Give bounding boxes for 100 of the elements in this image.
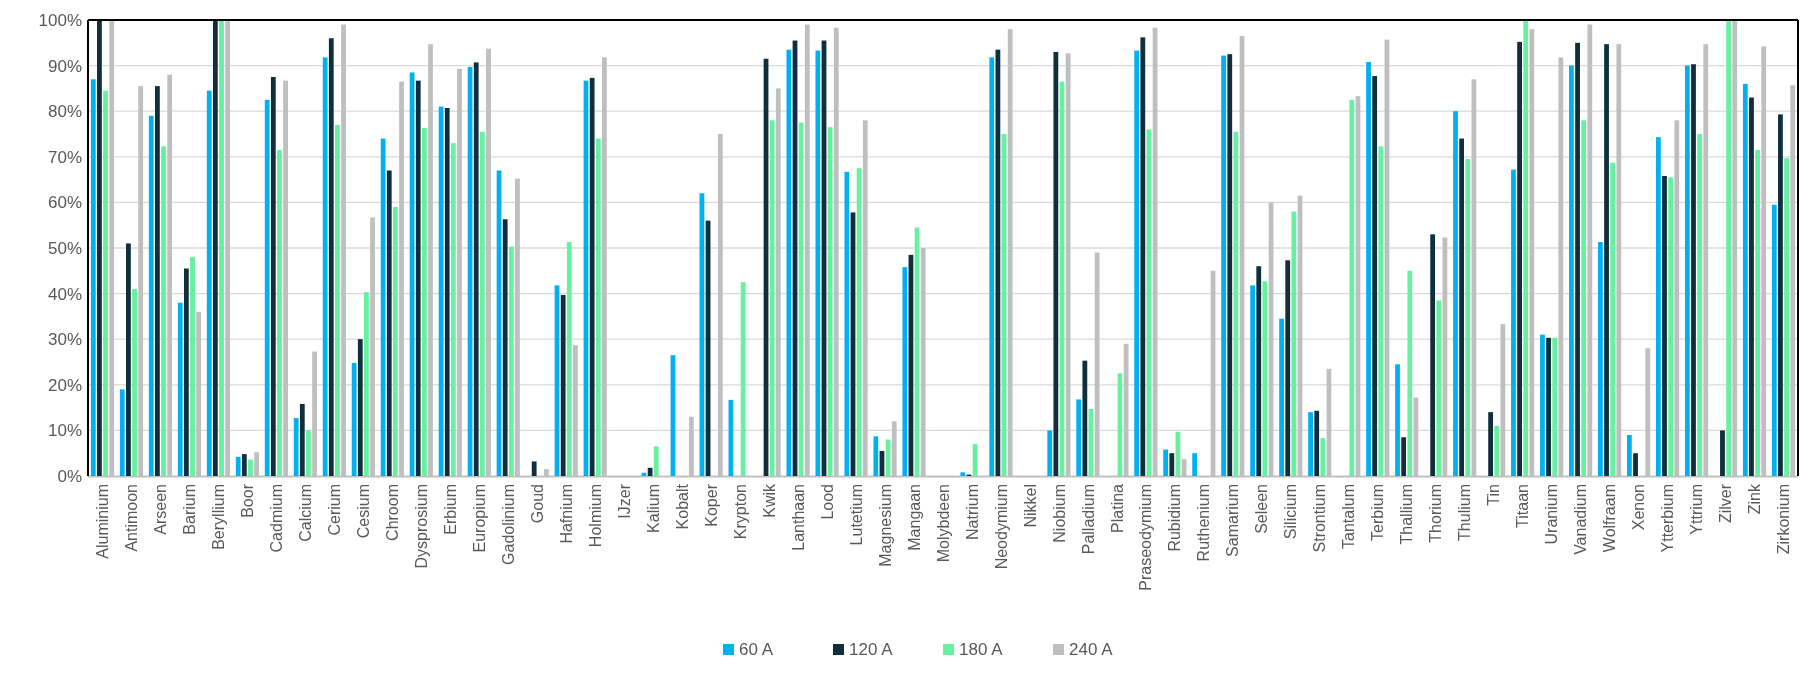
bar (357, 339, 363, 476)
bar (444, 108, 450, 476)
bar (589, 77, 595, 476)
x-tick-label: Lood (818, 484, 836, 520)
bar (415, 80, 421, 476)
bar (264, 99, 270, 476)
bar (1401, 437, 1407, 476)
x-tick-label: IJzer (615, 483, 633, 519)
bar (155, 86, 160, 476)
bar (1778, 114, 1783, 476)
bar (328, 38, 334, 476)
bar (1227, 54, 1233, 476)
bar (786, 49, 792, 476)
x-tick-label: Koper (702, 483, 720, 527)
bar (740, 282, 746, 476)
x-tick-label: Natrium (963, 484, 981, 541)
x-tick-label: Titaan (1514, 484, 1532, 528)
y-tick-label: 70% (47, 147, 82, 167)
x-tick-label: Rubidium (1166, 484, 1184, 552)
bar (1256, 266, 1262, 476)
y-tick-label: 30% (47, 330, 82, 350)
bar (393, 206, 398, 476)
bar (1633, 453, 1638, 476)
y-tick-label: 90% (47, 56, 82, 76)
bar (293, 418, 299, 476)
y-tick-label: 60% (47, 193, 82, 213)
bar (1262, 281, 1268, 476)
bar (1726, 20, 1731, 476)
bar (1047, 430, 1053, 476)
bar (1662, 175, 1667, 476)
bar (1453, 111, 1458, 476)
bar (1742, 83, 1748, 476)
bar (380, 138, 386, 476)
x-tick-label: Platina (1108, 483, 1126, 533)
legend-label: 240 A (1069, 640, 1114, 659)
bar (844, 171, 850, 476)
bar (1082, 360, 1088, 476)
bar (1552, 337, 1558, 476)
bar (1349, 99, 1355, 476)
bar (386, 170, 392, 476)
x-tick-label: Hafnium (557, 484, 575, 544)
bar (1523, 20, 1529, 476)
bar (241, 454, 247, 476)
legend-label: 60 A (739, 640, 774, 659)
x-tick-label: Calcium (296, 484, 314, 542)
bar (1540, 334, 1545, 476)
bar (97, 20, 102, 476)
bar (1395, 364, 1400, 476)
bar (1465, 159, 1471, 476)
x-tick-label: Cesium (354, 484, 372, 539)
bar (1720, 430, 1725, 476)
x-tick-label: Uranium (1543, 484, 1561, 545)
x-tick-label: Magnesium (876, 484, 894, 567)
bar (1488, 412, 1493, 476)
x-tick-label: Lutetium (847, 484, 865, 546)
bar (1436, 300, 1442, 476)
bar (1169, 453, 1175, 476)
y-tick-label: 80% (47, 102, 82, 122)
x-tick-label: Wolfraam (1601, 484, 1619, 553)
x-tick-label: Mangaan (905, 484, 923, 551)
x-tick-label: Silicium (1282, 484, 1300, 540)
bar (1627, 434, 1632, 476)
bar (183, 268, 189, 476)
bar (248, 459, 253, 476)
y-tick-label: 0% (57, 466, 82, 486)
x-tick-label: Terbium (1369, 484, 1387, 541)
bar (1459, 138, 1465, 476)
bar (815, 50, 821, 476)
bar (1314, 410, 1320, 476)
bar (1134, 50, 1140, 476)
bar (1771, 204, 1777, 476)
bar (508, 246, 514, 476)
x-tick-label: Aluminium (94, 484, 112, 559)
bar (306, 430, 311, 476)
bar (1291, 211, 1297, 476)
bar (1285, 260, 1291, 476)
bar (502, 219, 508, 476)
x-tick-label: Seleen (1253, 484, 1271, 534)
bar (560, 294, 566, 476)
bar (1163, 449, 1169, 476)
bar (1684, 65, 1690, 476)
bar (873, 436, 879, 476)
legend-label: 180 A (959, 640, 1004, 659)
bar (902, 267, 908, 476)
x-tick-label: Cerium (325, 484, 343, 536)
x-tick-label: Yttrium (1688, 484, 1706, 535)
x-tick-label: Tin (1485, 484, 1503, 506)
x-tick-label: Kwik (760, 483, 778, 518)
x-tick-label: Beryllium (210, 484, 228, 550)
bar (1569, 65, 1574, 476)
bar (1308, 412, 1313, 476)
legend-label: 120 A (849, 640, 894, 659)
bar (126, 243, 131, 476)
bar (960, 472, 966, 476)
bar (1320, 438, 1326, 476)
x-tick-label: Gadolinium (499, 484, 517, 565)
bar (595, 138, 601, 476)
bar (212, 20, 218, 476)
x-tick-label: Dysprosium (412, 484, 430, 569)
x-tick-label: Xenon (1630, 484, 1648, 531)
